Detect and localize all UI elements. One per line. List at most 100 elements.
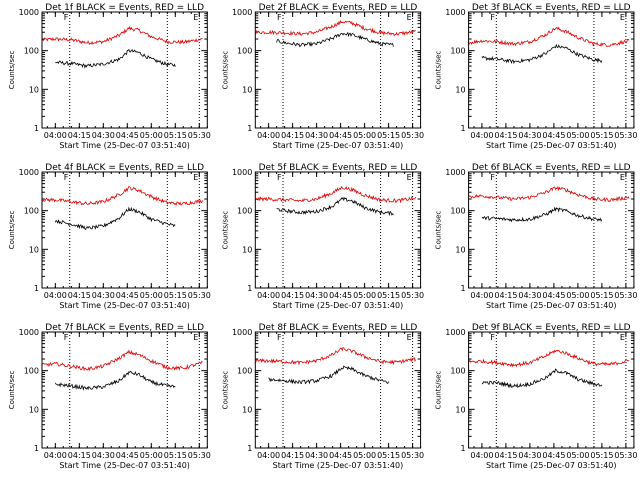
y-tick-label: 1 xyxy=(461,444,466,453)
x-tick-label: 04:30 xyxy=(518,131,541,140)
y-tick-label: 10 xyxy=(455,85,465,94)
x-tick-label: 04:45 xyxy=(329,131,352,140)
x-tick-label: 04:15 xyxy=(281,291,304,300)
chart-title: Det 7f BLACK = Events, RED = LLD xyxy=(45,323,204,333)
plot-frame xyxy=(41,171,208,289)
x-tick-label: 04:45 xyxy=(542,451,565,460)
y-tick-label: 100 xyxy=(24,47,39,56)
x-tick-label: 04:00 xyxy=(257,131,280,140)
x-tick-label: 04:45 xyxy=(542,291,565,300)
x-tick-label: 05:15 xyxy=(164,291,187,300)
y-axis-label: Counts/sec xyxy=(8,51,16,90)
series-line-events xyxy=(276,31,394,48)
x-axis-label: Start Time (25-Dec-07 03:51:40) xyxy=(486,461,617,470)
y-tick-label: 100 xyxy=(24,207,39,216)
x-tick-label: 04:30 xyxy=(92,131,115,140)
plot-frame xyxy=(468,331,635,449)
y-tick-label: 100 xyxy=(24,367,39,376)
x-tick-label: 05:15 xyxy=(590,451,613,460)
series-line-events xyxy=(268,365,389,385)
x-tick-label: 04:45 xyxy=(116,451,139,460)
x-axis-label: Start Time (25-Dec-07 03:51:40) xyxy=(59,301,190,310)
y-axis-label: Counts/sec xyxy=(8,211,16,250)
x-tick-label: 05:30 xyxy=(614,451,637,460)
chart-title: Det 2f BLACK = Events, RED = LLD xyxy=(259,3,418,13)
plot-frame xyxy=(254,11,422,129)
x-tick-label: 04:30 xyxy=(92,451,115,460)
chart-title: Det 4f BLACK = Events, RED = LLD xyxy=(45,163,204,173)
mark-f: F xyxy=(277,333,282,342)
chart-title: Det 1f BLACK = Events, RED = LLD xyxy=(45,3,204,13)
series-line-lld xyxy=(255,346,417,366)
x-tick-label: 05:30 xyxy=(401,291,424,300)
series-line-lld xyxy=(468,349,630,368)
chart-title: Det 8f BLACK = Events, RED = LLD xyxy=(259,323,418,333)
chart-title: Det 5f BLACK = Events, RED = LLD xyxy=(259,163,418,173)
mark-f: F xyxy=(64,333,69,342)
x-tick-label: 05:30 xyxy=(188,451,211,460)
x-tick-label: 05:30 xyxy=(614,131,637,140)
x-tick-label: 04:30 xyxy=(518,291,541,300)
x-tick-label: 05:00 xyxy=(566,131,589,140)
y-tick-label: 100 xyxy=(237,207,252,216)
x-tick-label: 05:00 xyxy=(140,291,163,300)
x-tick-label: 04:00 xyxy=(470,291,493,300)
mark-e: E xyxy=(620,13,625,22)
series-line-lld xyxy=(42,185,203,207)
x-tick-label: 04:45 xyxy=(116,131,139,140)
x-tick-label: 04:15 xyxy=(68,131,91,140)
x-axis-label: Start Time (25-Dec-07 03:51:40) xyxy=(273,301,404,310)
x-tick-label: 04:30 xyxy=(92,291,115,300)
mark-e: E xyxy=(620,333,625,342)
x-tick-label: 05:30 xyxy=(188,131,211,140)
x-tick-label: 05:30 xyxy=(188,291,211,300)
x-tick-label: 05:00 xyxy=(140,131,163,140)
x-axis-label: Start Time (25-Dec-07 03:51:40) xyxy=(59,461,190,470)
y-axis-label: Counts/sec xyxy=(221,371,229,410)
plot-frame xyxy=(254,171,422,289)
x-tick-label: 04:15 xyxy=(494,291,517,300)
x-tick-label: 04:00 xyxy=(257,291,280,300)
series-line-events xyxy=(481,368,603,389)
x-tick-label: 04:45 xyxy=(542,131,565,140)
x-axis-label: Start Time (25-Dec-07 03:51:40) xyxy=(273,141,404,150)
series-line-lld xyxy=(42,349,203,372)
mark-e: E xyxy=(407,13,412,22)
series-line-lld xyxy=(255,185,417,204)
x-tick-label: 05:00 xyxy=(353,291,376,300)
plot-frame xyxy=(468,11,635,129)
x-tick-label: 04:00 xyxy=(44,291,67,300)
y-tick-label: 100 xyxy=(237,47,252,56)
mark-f: F xyxy=(490,173,495,182)
x-tick-label: 05:15 xyxy=(590,131,613,140)
chart-title: Det 6f BLACK = Events, RED = LLD xyxy=(472,163,631,173)
mark-f: F xyxy=(64,173,69,182)
x-tick-label: 04:15 xyxy=(494,131,517,140)
y-tick-label: 1 xyxy=(247,284,252,293)
x-tick-label: 04:00 xyxy=(257,451,280,460)
y-tick-label: 1 xyxy=(34,444,39,453)
x-tick-label: 05:00 xyxy=(566,451,589,460)
y-tick-label: 100 xyxy=(237,367,252,376)
y-tick-label: 1000 xyxy=(232,168,252,177)
y-tick-label: 1 xyxy=(247,124,252,133)
x-tick-label: 05:30 xyxy=(401,131,424,140)
y-tick-label: 1000 xyxy=(19,8,39,17)
y-tick-label: 10 xyxy=(455,405,465,414)
y-tick-label: 100 xyxy=(450,207,465,216)
y-tick-label: 10 xyxy=(29,405,39,414)
chart-title: Det 9f BLACK = Events, RED = LLD xyxy=(472,323,631,333)
y-tick-label: 1 xyxy=(461,284,466,293)
x-tick-label: 05:30 xyxy=(614,291,637,300)
y-axis-label: Counts/sec xyxy=(435,371,443,410)
x-tick-label: 05:15 xyxy=(590,291,613,300)
x-tick-label: 05:15 xyxy=(377,291,400,300)
x-tick-label: 04:15 xyxy=(68,291,91,300)
